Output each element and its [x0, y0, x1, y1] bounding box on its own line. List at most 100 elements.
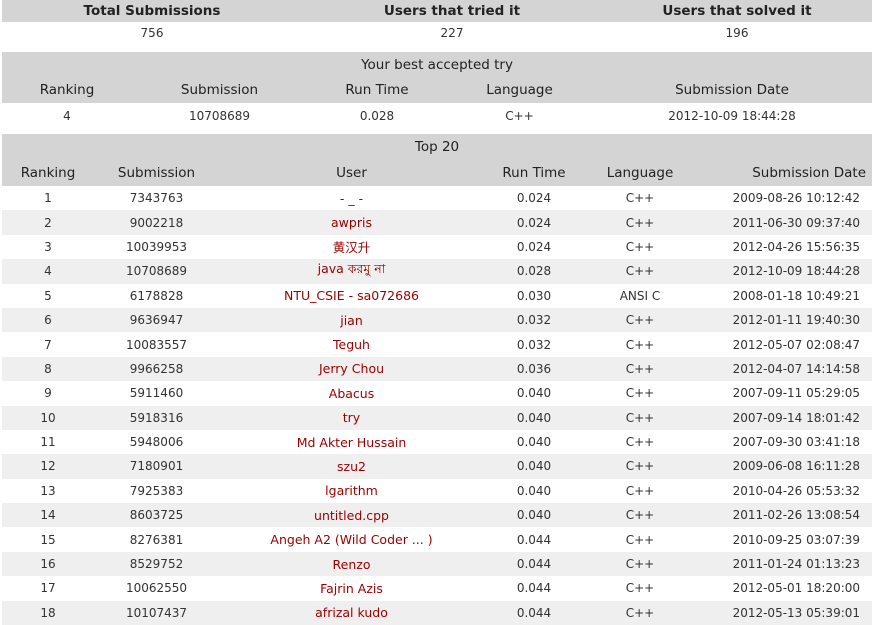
- user-link[interactable]: afrizal kudo: [315, 605, 388, 621]
- runtime-cell: 0.032: [516, 337, 552, 352]
- user-link[interactable]: Md Akter Hussain: [296, 434, 407, 450]
- runtime-cell: 0.040: [516, 410, 552, 425]
- language-cell: C++: [625, 215, 655, 230]
- date-cell: 2007-09-11 05:29:05: [732, 386, 861, 401]
- user-cell[interactable]: untitled.cpp: [219, 503, 484, 527]
- runtime-cell: 0.044: [516, 557, 552, 572]
- language-cell: C++: [625, 435, 655, 450]
- user-link[interactable]: untitled.cpp: [314, 507, 389, 523]
- submission-cell: 5911460: [129, 386, 184, 401]
- top-submission-header: Submission: [117, 165, 196, 181]
- user-link[interactable]: Fajrin Azis: [320, 580, 383, 596]
- runtime-cell: 0.044: [516, 532, 552, 547]
- user-cell[interactable]: Angeh A2 (Wild Coder ... ): [219, 527, 484, 551]
- user-cell[interactable]: Renzo: [219, 552, 484, 576]
- user-cell[interactable]: Jerry Chou: [219, 357, 484, 381]
- user-cell[interactable]: jian: [219, 308, 484, 332]
- user-link[interactable]: Abacus: [328, 385, 375, 401]
- top-20-caption: Top 20: [414, 139, 460, 155]
- user-link[interactable]: java করমু না: [317, 261, 386, 277]
- table-row: 10 5918316 try 0.040 C++ 2007-09-14 18:01:42: [2, 405, 872, 430]
- table-row: 3 10039953 黄汉升 0.024 C++ 2012-04-26 15:56:35: [2, 234, 872, 260]
- best-submission-header: Submission: [180, 82, 259, 98]
- user-link[interactable]: - _ -: [339, 190, 364, 206]
- user-link[interactable]: Jerry Chou: [318, 361, 385, 377]
- date-cell: 2011-06-30 09:37:40: [732, 215, 861, 230]
- total-submissions-header: Total Submissions: [83, 3, 221, 19]
- user-link[interactable]: Renzo: [332, 556, 371, 572]
- user-cell[interactable]: lgarithm: [219, 479, 484, 503]
- best-submission: 10708689: [188, 109, 251, 123]
- submission-cell: 7925383: [129, 483, 184, 498]
- user-cell[interactable]: NTU_CSIE - sa072686: [219, 284, 484, 308]
- date-cell: 2008-01-18 10:49:21: [732, 288, 861, 303]
- date-cell: 2011-02-26 13:08:54: [732, 508, 861, 523]
- best-value-row: 4 10708689 0.028 C++ 2012-10-09 18:44:28: [2, 103, 872, 129]
- user-link[interactable]: NTU_CSIE - sa072686: [284, 288, 419, 304]
- language-cell: ANSI C: [619, 288, 661, 303]
- user-cell[interactable]: szu2: [219, 454, 484, 478]
- best-date: 2012-10-09 18:44:28: [668, 109, 796, 123]
- table-row: 5 6178828 NTU_CSIE - sa072686 0.030 ANSI C 20…: [2, 283, 872, 308]
- submission-cell: 10062550: [125, 581, 188, 596]
- user-cell[interactable]: java করমু না: [219, 259, 484, 283]
- language-cell: C++: [625, 361, 655, 376]
- runtime-cell: 0.044: [516, 605, 552, 620]
- user-cell[interactable]: 黄汉升: [219, 235, 484, 259]
- runtime-cell: 0.040: [516, 459, 552, 474]
- user-link[interactable]: Teguh: [333, 337, 370, 353]
- user-cell[interactable]: awpris: [219, 210, 484, 234]
- date-cell: 2012-05-13 05:39:01: [732, 605, 861, 620]
- ranking-cell: 10: [40, 410, 56, 425]
- submission-cell: 10083557: [125, 337, 188, 352]
- date-cell: 2009-08-26 10:12:42: [732, 191, 861, 206]
- runtime-cell: 0.032: [516, 313, 552, 328]
- users-solved-header: Users that solved it: [662, 3, 812, 19]
- user-link[interactable]: Angeh A2 (Wild Coder ... ): [270, 532, 433, 548]
- best-language-header: Language: [486, 82, 553, 98]
- runtime-cell: 0.030: [516, 288, 552, 303]
- best-ranking: 4: [63, 109, 71, 123]
- best-caption-row: Your best accepted try: [2, 52, 872, 77]
- user-link[interactable]: 黄汉升: [332, 240, 371, 256]
- user-cell[interactable]: Abacus: [219, 381, 484, 405]
- best-accepted-caption: Your best accepted try: [361, 56, 513, 73]
- date-cell: 2012-05-01 18:20:00: [732, 581, 861, 596]
- table-row: 18 10107437 afrizal kudo 0.044 C++ 2012-05-13…: [2, 600, 872, 625]
- language-cell: C++: [625, 313, 655, 328]
- submission-cell: 10107437: [125, 605, 188, 620]
- user-link[interactable]: jian: [340, 312, 363, 328]
- language-cell: C++: [625, 581, 655, 596]
- user-link[interactable]: szu2: [337, 458, 366, 474]
- user-cell[interactable]: Fajrin Azis: [219, 576, 484, 600]
- date-cell: 2010-04-26 05:53:32: [732, 483, 861, 498]
- top-language-header: Language: [606, 165, 674, 181]
- user-link[interactable]: lgarithm: [325, 483, 378, 499]
- user-link[interactable]: awpris: [331, 215, 372, 231]
- runtime-cell: 0.024: [516, 215, 552, 230]
- table-row: 15 8276381 Angeh A2 (Wild Coder ... ) 0.044…: [2, 527, 872, 552]
- table-row: 12 7180901 szu2 0.040 C++ 2009-06-08 16:11:28: [2, 454, 872, 479]
- user-cell[interactable]: Md Akter Hussain: [219, 430, 484, 454]
- submission-cell: 9966258: [129, 361, 184, 376]
- runtime-cell: 0.040: [516, 386, 552, 401]
- language-cell: C++: [625, 386, 655, 401]
- best-accepted-try-table: Your best accepted try Ranking Submissio…: [2, 52, 872, 129]
- user-link[interactable]: try: [342, 410, 361, 426]
- table-row: 1 7343763 - _ - 0.024 C++ 2009-08-26 10:12:42: [2, 186, 872, 211]
- submission-cell: 7343763: [129, 191, 184, 206]
- runtime-cell: 0.024: [516, 191, 552, 206]
- language-cell: C++: [625, 605, 655, 620]
- table-row: 11 5948006 Md Akter Hussain 0.040 C++ 2007-09…: [2, 429, 872, 455]
- date-cell: 2010-09-25 03:07:39: [732, 532, 861, 547]
- user-cell[interactable]: afrizal kudo: [219, 601, 484, 625]
- user-cell[interactable]: try: [219, 406, 484, 430]
- submission-stats-table: Total Submissions Users that tried it Us…: [2, 0, 872, 44]
- top-20-table: Top 20 Ranking Submission User Run Time …: [2, 134, 872, 625]
- user-cell[interactable]: Teguh: [219, 332, 484, 356]
- date-cell: 2012-05-07 02:08:47: [732, 337, 861, 352]
- table-row: 14 8603725 untitled.cpp 0.040 C++ 2011-02-26 …: [2, 503, 872, 528]
- language-cell: C++: [625, 264, 655, 279]
- user-cell[interactable]: - _ -: [219, 186, 484, 210]
- table-row: 7 10083557 Teguh 0.032 C++ 2012-05-07 02:08:4…: [2, 332, 872, 357]
